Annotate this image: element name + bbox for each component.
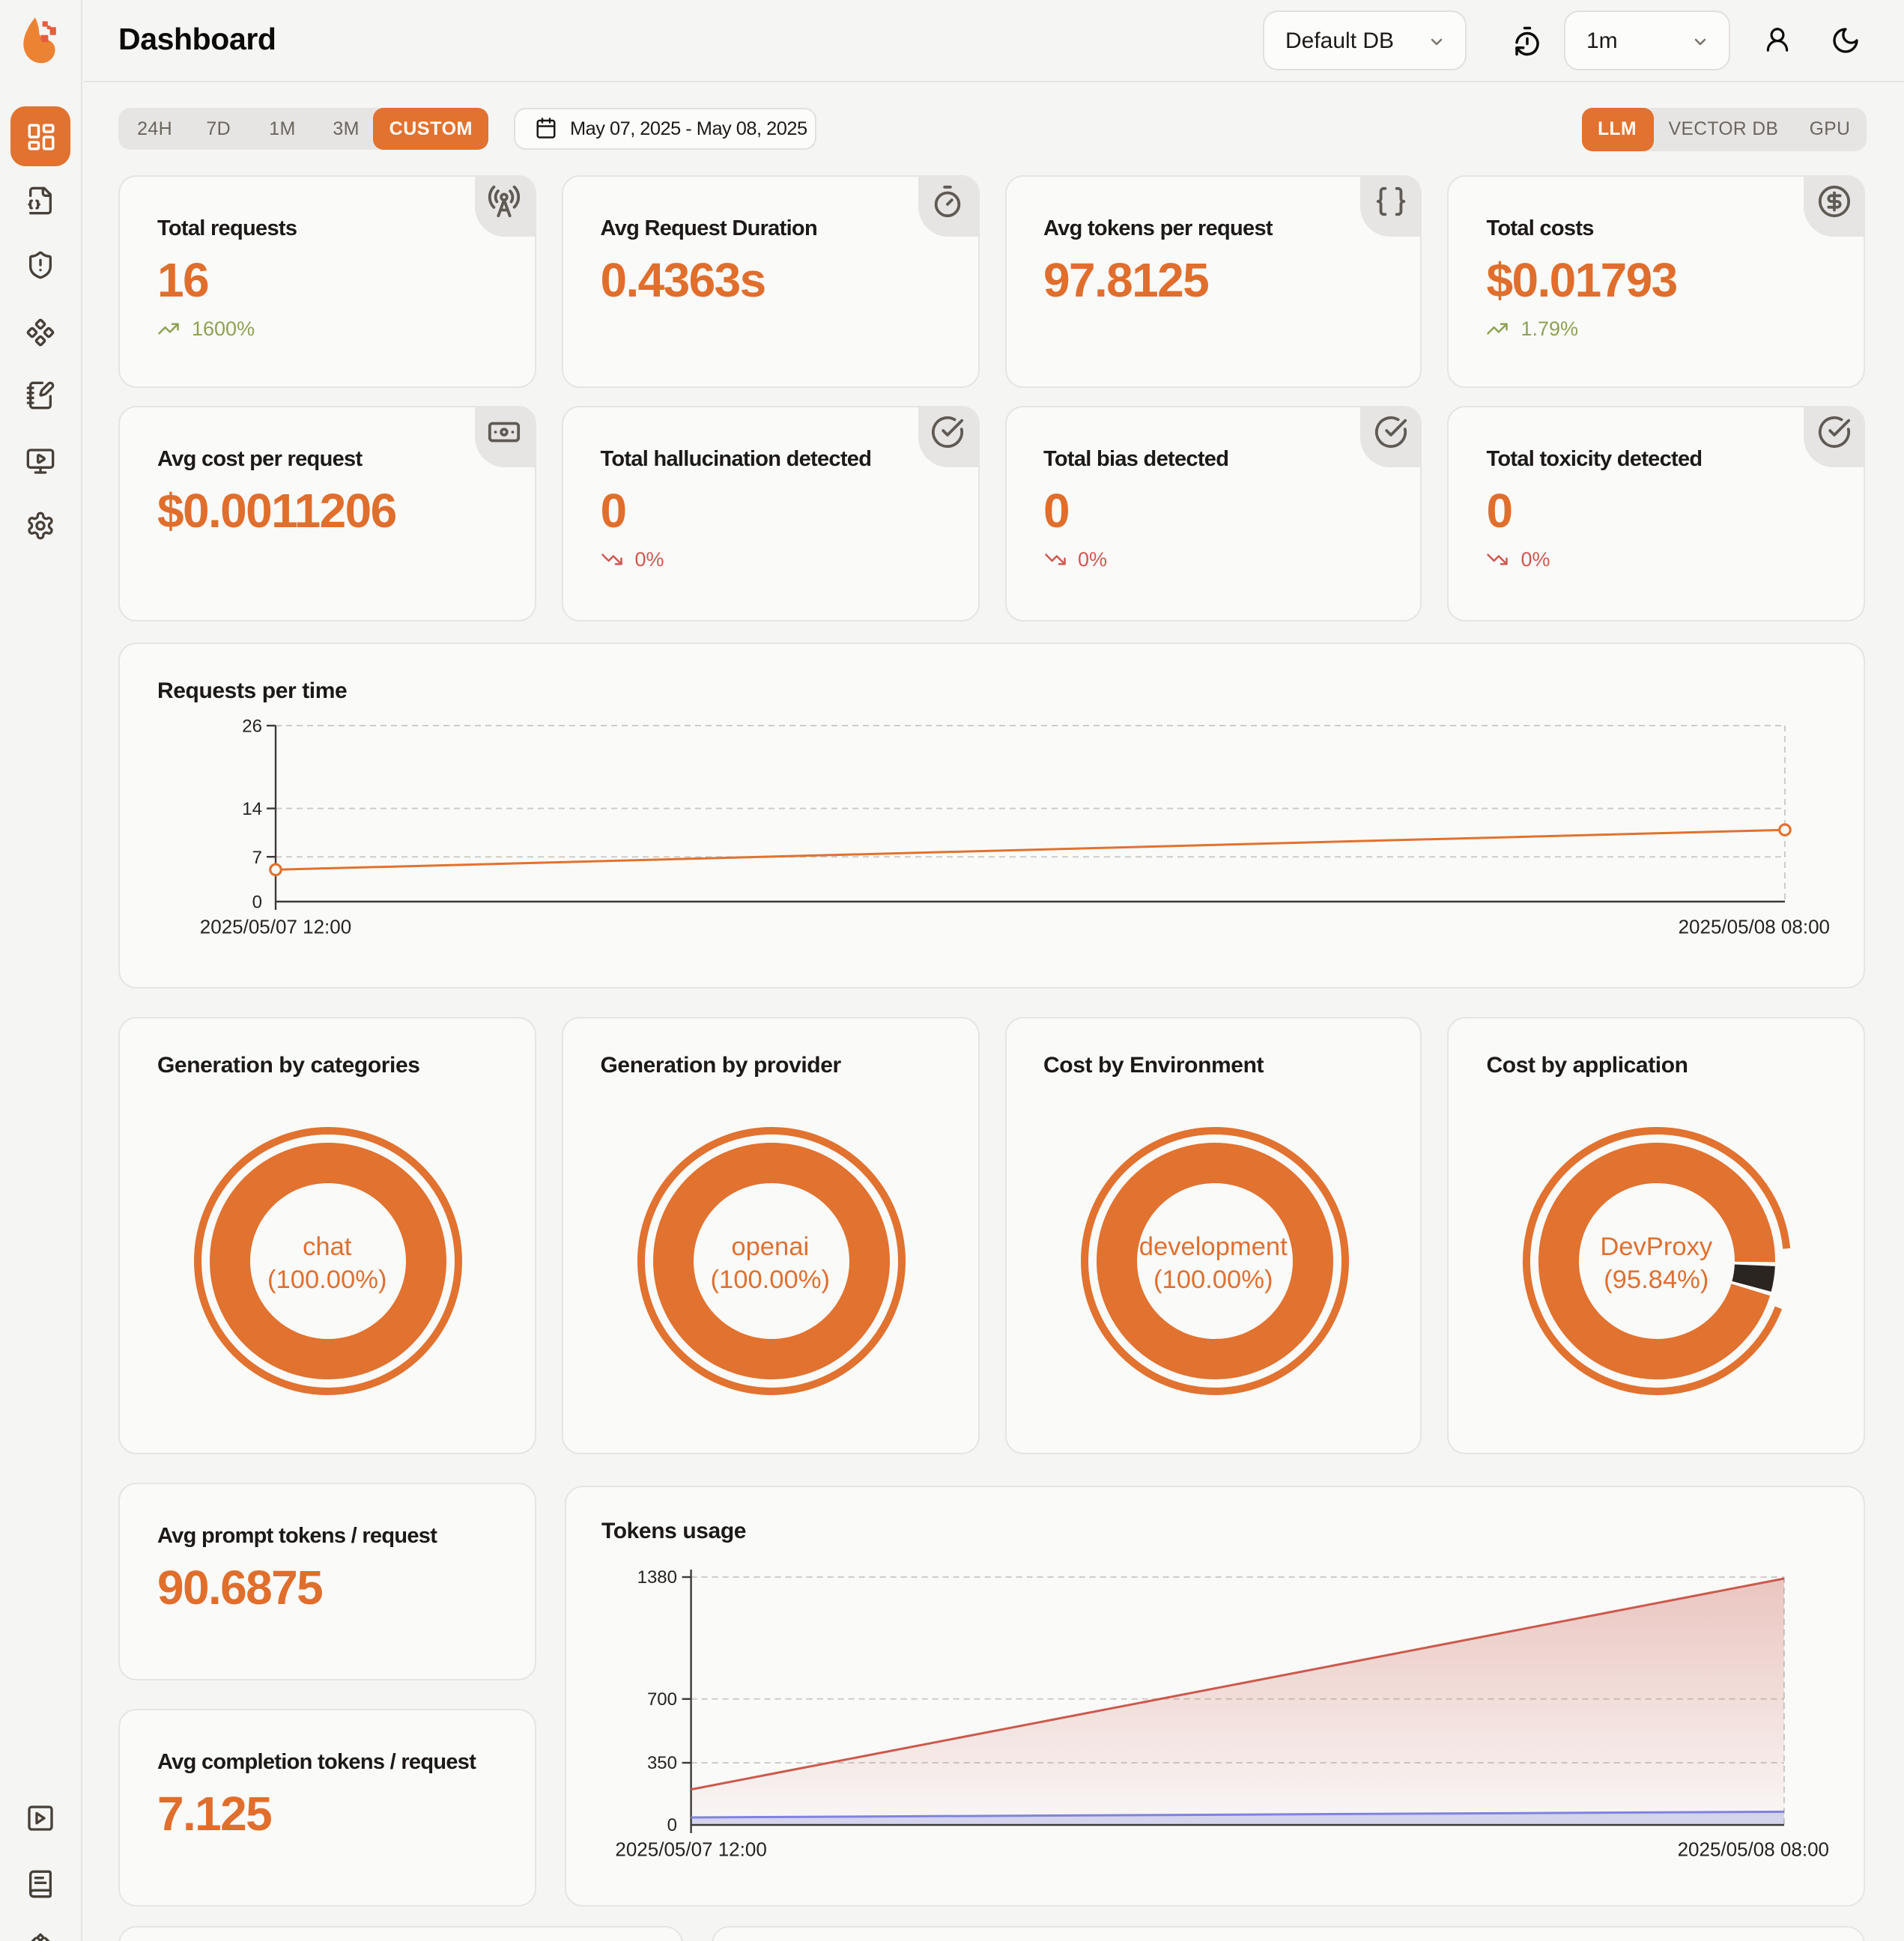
svg-text:2025/05/08 08:00: 2025/05/08 08:00	[1677, 1838, 1828, 1861]
svg-text:2025/05/07 12:00: 2025/05/07 12:00	[200, 914, 351, 937]
svg-text:2025/05/07 12:00: 2025/05/07 12:00	[614, 1838, 765, 1861]
svg-text:350: 350	[646, 1753, 676, 1773]
svg-text:2025/05/08 08:00: 2025/05/08 08:00	[1679, 914, 1830, 937]
svg-text:700: 700	[646, 1689, 676, 1710]
svg-text:26: 26	[242, 716, 262, 736]
svg-text:0: 0	[667, 1815, 676, 1835]
svg-text:14: 14	[242, 798, 262, 818]
svg-text:0: 0	[252, 892, 262, 912]
svg-text:1380: 1380	[637, 1567, 676, 1588]
svg-text:7: 7	[252, 847, 262, 867]
